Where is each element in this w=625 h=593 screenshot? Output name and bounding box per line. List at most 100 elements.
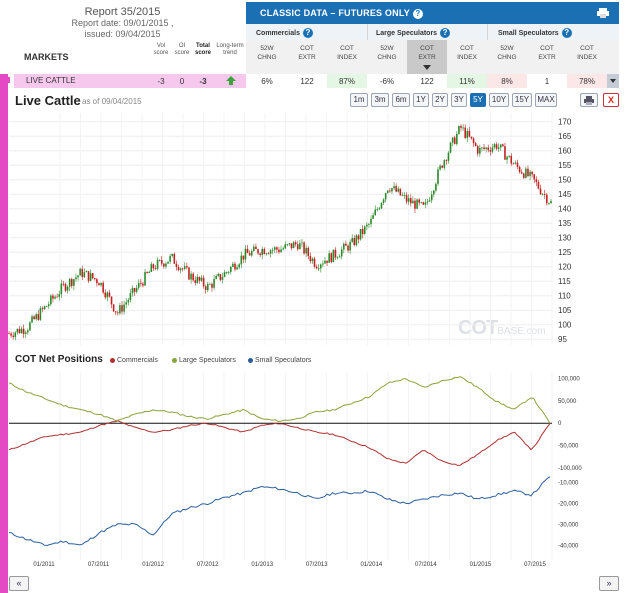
range-button-5y[interactable]: 5Y [470,93,486,107]
metric-header[interactable]: COT INDEX [457,45,477,61]
candle-body [326,260,328,263]
row-value: 8% [501,77,513,86]
row-value: -6% [379,77,395,86]
candle-body [39,308,42,320]
candle-body [349,241,351,251]
range-button-3y[interactable]: 3Y [451,93,467,107]
candle-body [447,152,450,161]
row-value: 11% [459,77,475,86]
legend-dot [172,357,177,363]
candle-body [296,244,299,250]
range-button-10y[interactable]: 10Y [489,93,509,107]
metric-header[interactable]: COT EXTR [538,45,556,61]
candle-body [54,296,56,299]
candle-body [102,282,104,293]
legend-dot [110,357,115,363]
candle-body [363,226,366,234]
sort-down-icon[interactable] [423,65,431,70]
candle-body [409,198,412,204]
candle-body [45,306,48,307]
metric-header[interactable]: 52W CHNG [377,45,397,61]
candle-body [238,264,240,268]
candle-body [127,300,130,303]
candle-body [135,287,138,292]
range-button-max[interactable]: MAX [535,93,557,107]
candle-body [476,145,479,154]
metric-header[interactable]: 52W CHNG [497,45,517,61]
print-chart-button[interactable] [580,93,598,107]
candle-body [328,253,330,263]
candle-body [29,322,31,331]
metric-header[interactable]: 52W CHNG [257,45,277,61]
group-commercials-label: Commercials [256,29,300,37]
candle-body [418,199,420,203]
prev-page-button[interactable]: « [9,576,29,591]
candle-body [435,183,437,191]
range-button-6m[interactable]: 6m [392,93,410,107]
candle-body [481,147,483,149]
range-button-15y[interactable]: 15Y [512,93,532,107]
candle-body [491,147,494,152]
up-arrow-icon [226,76,236,85]
print-icon[interactable] [597,8,609,18]
watermark-sub: BASE.com [497,326,546,337]
candle-body [518,166,521,173]
candle-body [307,247,310,256]
trend-header: Long-term trend [216,43,244,56]
legend-label: Large Speculators [179,357,236,364]
help-icon[interactable]: ? [302,28,313,38]
candle-body [83,272,86,277]
metric-header[interactable]: COT INDEX [577,45,597,61]
range-button-2y[interactable]: 2Y [432,93,448,107]
range-button-1m[interactable]: 1m [350,93,368,107]
report-title: Report 35/2015 [84,6,161,18]
price-y-tick: 165 [558,132,572,141]
candle-body [163,263,165,267]
candle-body [462,127,464,129]
series-commercials [8,420,551,466]
candle-body [204,286,207,291]
metric-header[interactable]: COT INDEX [337,45,357,61]
cot-y-tick: -30,000 [558,523,579,529]
candle-body [131,288,134,294]
candle-body [437,169,439,184]
candle-body [112,304,115,312]
candle-body [158,259,161,261]
candle-body [66,286,69,291]
group-small-label: Small Speculators [498,29,559,37]
candle-body [129,293,132,301]
candle-body [439,165,441,170]
candle-body [330,253,333,263]
metric-header[interactable]: COT EXTR [298,45,316,61]
candle-body [37,314,40,320]
range-button-3m[interactable]: 3m [371,93,389,107]
candle-body [332,249,335,263]
candle-body [192,273,194,281]
candle-body [397,188,400,192]
row-value: 1 [544,77,550,86]
candle-body [537,182,540,189]
candle-body [420,202,423,204]
metric-header[interactable]: COT EXTR [418,45,436,61]
total-score: -3 [199,77,207,86]
candle-body [150,264,153,272]
close-chart-button[interactable]: X [603,93,619,107]
help-icon[interactable]: ? [412,8,423,19]
candle-body [58,294,61,297]
cot-y-tick: -10,000 [558,481,579,487]
help-icon[interactable]: ? [440,28,451,38]
candle-body [242,255,245,260]
range-button-1y[interactable]: 1Y [413,93,429,107]
scroll-button[interactable] [607,74,619,88]
candle-body [31,316,33,323]
candle-body [516,162,519,167]
candle-body [343,243,345,250]
candle-body [91,273,94,279]
next-page-button[interactable]: » [599,576,619,591]
help-icon[interactable]: ? [561,28,572,38]
candle-body [202,277,205,287]
market-row-live-cattle[interactable]: LIVE CATTLE [14,74,246,88]
candle-body [56,296,58,298]
markets-label: MARKETS [24,52,69,62]
candle-body [267,253,270,255]
